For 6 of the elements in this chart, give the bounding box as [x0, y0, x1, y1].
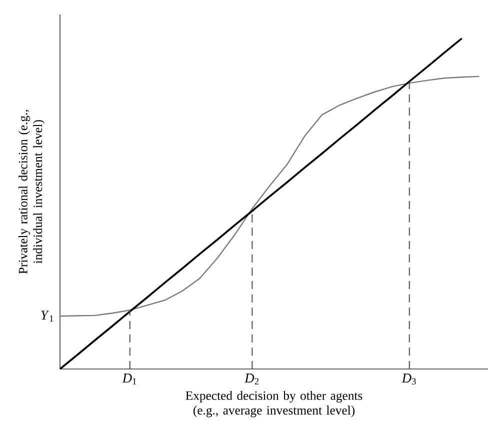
x-tick-label: D$_{3}$ — [402, 374, 416, 385]
x-tick-label: D$_{1}$ — [122, 374, 136, 384]
x-tick-label: D$_{2}$ — [244, 374, 258, 384]
x-axis-title: Expected decision by other agents (e.g., average investment level) — [186, 391, 362, 418]
text: Y$_{1}$ — [41, 310, 54, 322]
y-axis-title: Privately rational decision (e.g., individual investment level) — [18, 110, 45, 274]
